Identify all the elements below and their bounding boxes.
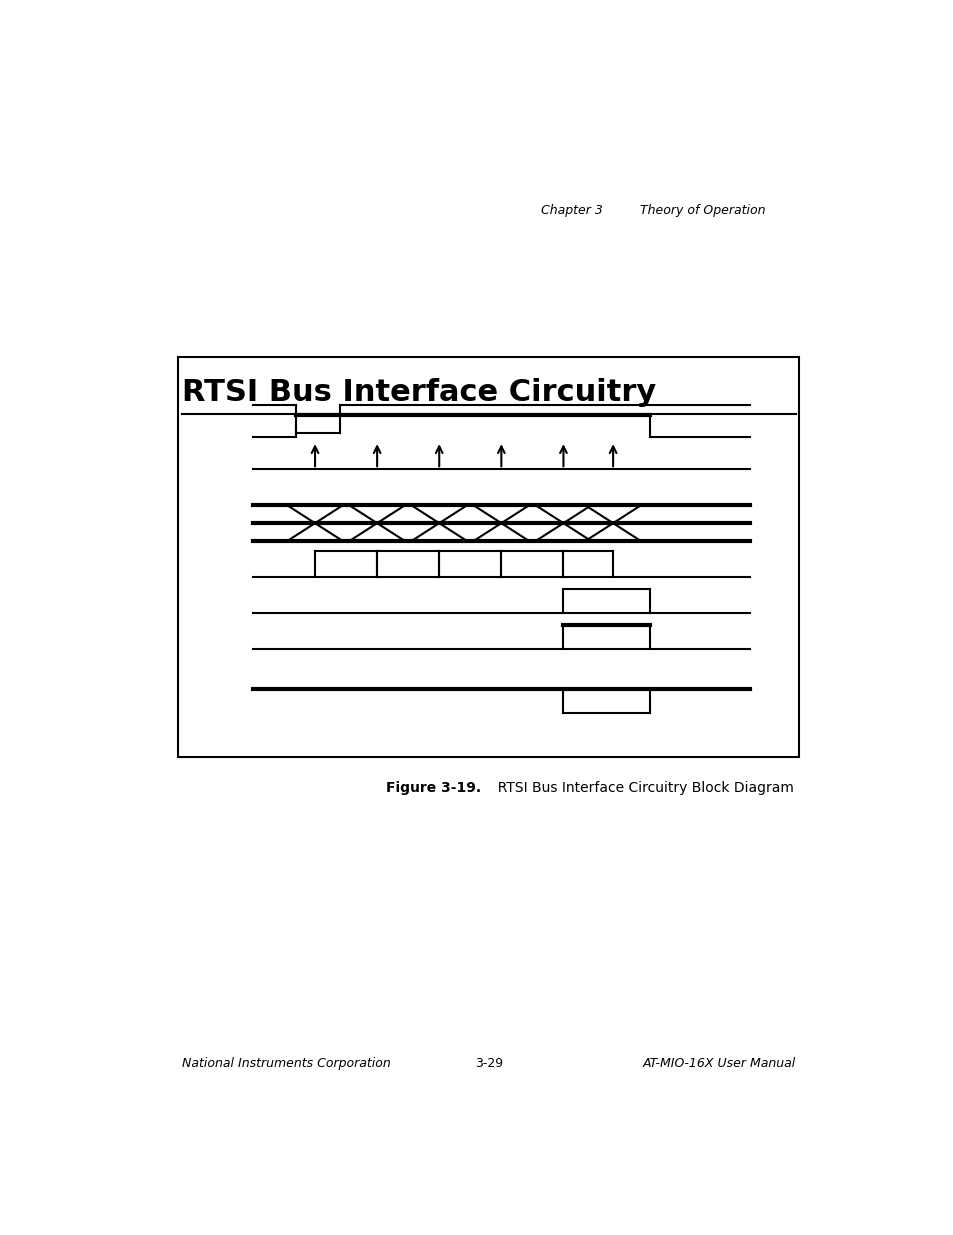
Text: RTSI Bus Interface Circuitry Block Diagram: RTSI Bus Interface Circuitry Block Diagr…: [488, 781, 793, 794]
FancyBboxPatch shape: [178, 357, 799, 757]
Text: 3-29: 3-29: [475, 1056, 502, 1070]
Text: Figure 3-19.: Figure 3-19.: [386, 781, 481, 794]
Text: AT-MIO-16X User Manual: AT-MIO-16X User Manual: [641, 1056, 795, 1070]
Text: RTSI Bus Interface Circuitry: RTSI Bus Interface Circuitry: [182, 378, 656, 406]
Text: Chapter 3: Chapter 3: [540, 204, 602, 216]
Text: National Instruments Corporation: National Instruments Corporation: [182, 1056, 391, 1070]
Text: Theory of Operation: Theory of Operation: [639, 204, 765, 216]
